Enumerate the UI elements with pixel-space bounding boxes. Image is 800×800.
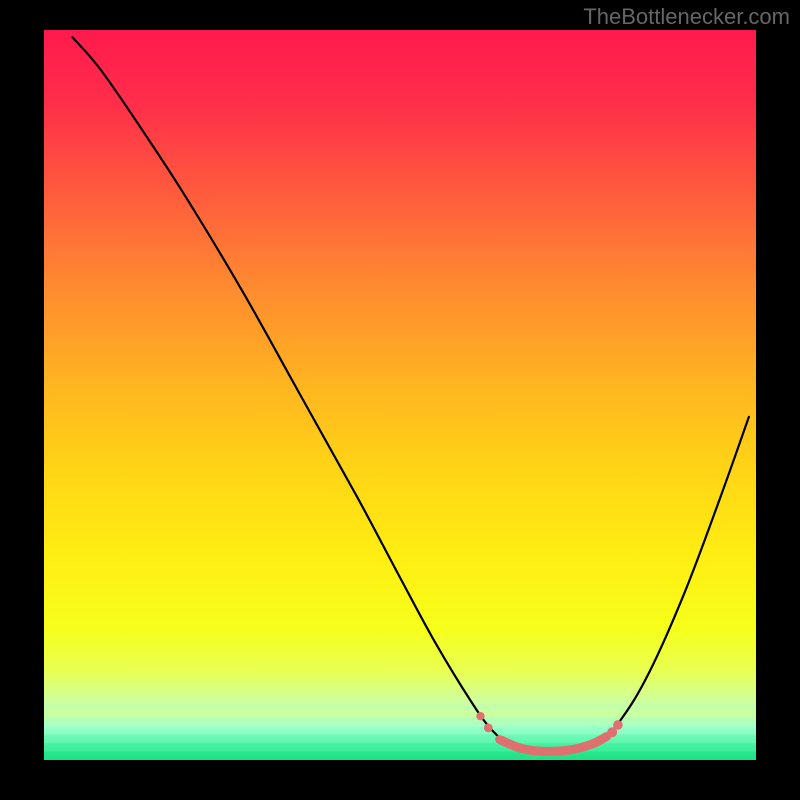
watermark-text: TheBottlenecker.com (583, 4, 790, 30)
chart-background (44, 30, 756, 760)
bottom-stripe (44, 726, 756, 735)
chart-svg (44, 30, 756, 760)
bottom-stripe (44, 709, 756, 718)
highlight-dot (613, 720, 623, 730)
chart-plot-area (44, 30, 756, 760)
bottom-stripe (44, 751, 756, 760)
bottom-stripe (44, 717, 756, 726)
bottom-stripe (44, 734, 756, 743)
bottom-stripe (44, 743, 756, 752)
highlight-dot (476, 712, 484, 720)
highlight-dot (484, 723, 493, 732)
